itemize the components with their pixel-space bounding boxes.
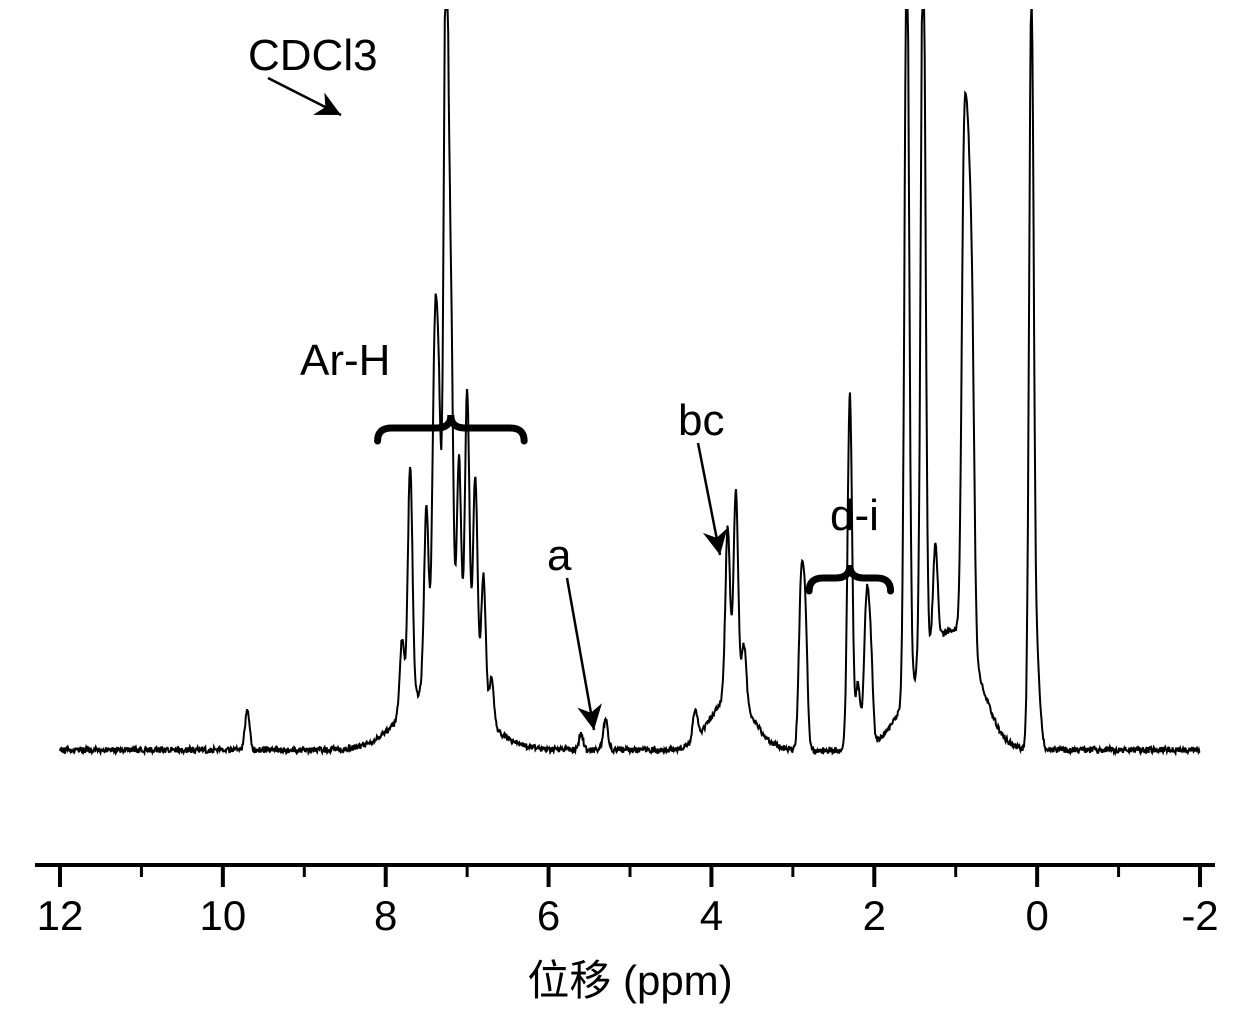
nmr-spectrum-chart: 12 10 8 6 4 2 0 -2 位移 (ppm) CDCl3 Ar-H a bc d-i [0,0,1240,1030]
annotation-a: a [547,531,572,580]
x-axis-label: 位移 (ppm) [527,957,732,1004]
annotation-arrow-a [567,578,594,730]
x-tick-label: 0 [1025,892,1048,939]
x-tick-label: 2 [863,892,886,939]
nmr-spectrum-container: 12 10 8 6 4 2 0 -2 位移 (ppm) CDCl3 Ar-H a bc d-i [0,0,1240,1030]
x-tick-label: -2 [1181,892,1218,939]
annotation-cdcl3: CDCl3 [248,31,378,80]
brace [378,415,525,441]
annotation-di: d-i [830,491,879,540]
x-tick-label: 8 [374,892,397,939]
x-tick-label: 12 [37,892,84,939]
x-tick-label: 6 [537,892,560,939]
annotation-arrow-bc [698,443,720,555]
brace [809,565,890,591]
annotation-bc: bc [678,396,724,445]
x-tick-label: 10 [199,892,246,939]
annotation-arrow-cdcl3 [268,78,341,115]
spectrum-trace [60,10,1200,753]
x-tick-label: 4 [700,892,723,939]
annotation-arh: Ar-H [300,336,390,385]
